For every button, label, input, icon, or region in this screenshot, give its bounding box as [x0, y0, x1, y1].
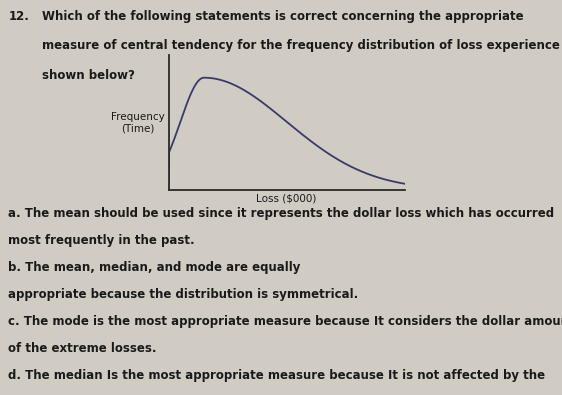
X-axis label: Loss ($000): Loss ($000) [256, 194, 317, 204]
Text: of the extreme losses.: of the extreme losses. [8, 342, 157, 355]
Y-axis label: Frequency
(Time): Frequency (Time) [111, 112, 165, 133]
Text: 12.: 12. [8, 10, 29, 23]
Text: a. The mean should be used since it represents the dollar loss which has occurre: a. The mean should be used since it repr… [8, 207, 555, 220]
Text: d. The median Is the most appropriate measure because It is not affected by the: d. The median Is the most appropriate me… [8, 369, 546, 382]
Text: shown below?: shown below? [42, 69, 135, 82]
Text: most frequently in the past.: most frequently in the past. [8, 234, 195, 247]
Text: measure of central tendency for the frequency distribution of loss experience: measure of central tendency for the freq… [42, 40, 560, 53]
Text: Which of the following statements is correct concerning the appropriate: Which of the following statements is cor… [42, 10, 524, 23]
Text: c. The mode is the most appropriate measure because It considers the dollar amou: c. The mode is the most appropriate meas… [8, 315, 562, 328]
Text: b. The mean, median, and mode are equally: b. The mean, median, and mode are equall… [8, 261, 301, 274]
Text: appropriate because the distribution is symmetrical.: appropriate because the distribution is … [8, 288, 359, 301]
